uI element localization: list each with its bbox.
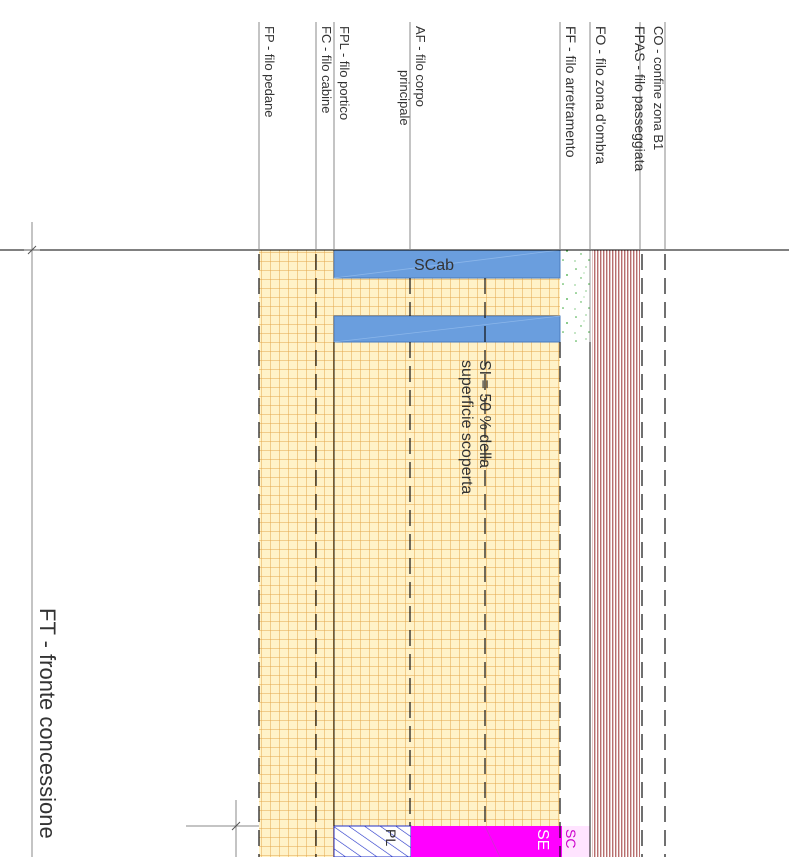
fpl-label: FPL - filo portico [337, 26, 352, 120]
af-label-line2: principale [397, 70, 412, 126]
se-fragment-label: SE [534, 829, 551, 850]
si-label-line1: SI = 50 % della [476, 360, 493, 468]
si-label-line2: superficie scoperta [458, 360, 475, 494]
fpas-label: FPAS - filo passeggiata [632, 26, 648, 171]
fo-label: FO - filo zona d'ombra [593, 26, 609, 164]
green-strip [561, 250, 590, 342]
ft-label: FT - fronte concessione [35, 608, 60, 839]
sc-fragment-area [562, 826, 590, 857]
af-label-line1: AF - filo corpo [413, 26, 428, 107]
magenta-area [411, 826, 562, 857]
cabin-bar-top-diagonal [333, 249, 561, 279]
cabin-bar-bottom-diagonal [333, 315, 561, 343]
fc-label: FC - filo cabine [319, 26, 334, 113]
scab-label: SCab [414, 257, 454, 274]
ft-tick-top-diag [27, 245, 37, 255]
fp-label: FP - filo pedane [262, 26, 277, 118]
dimension-tick-bottom-diag [231, 821, 241, 831]
sc-fragment-label: SC [563, 829, 579, 848]
pl-fragment-label: PL [383, 829, 399, 846]
co-label: CO - confine zona B1 [651, 26, 666, 150]
ff-label: FF - filo arretramento [563, 26, 579, 158]
shade-zone-hatch [592, 250, 640, 857]
magenta-diagonal [484, 825, 501, 857]
